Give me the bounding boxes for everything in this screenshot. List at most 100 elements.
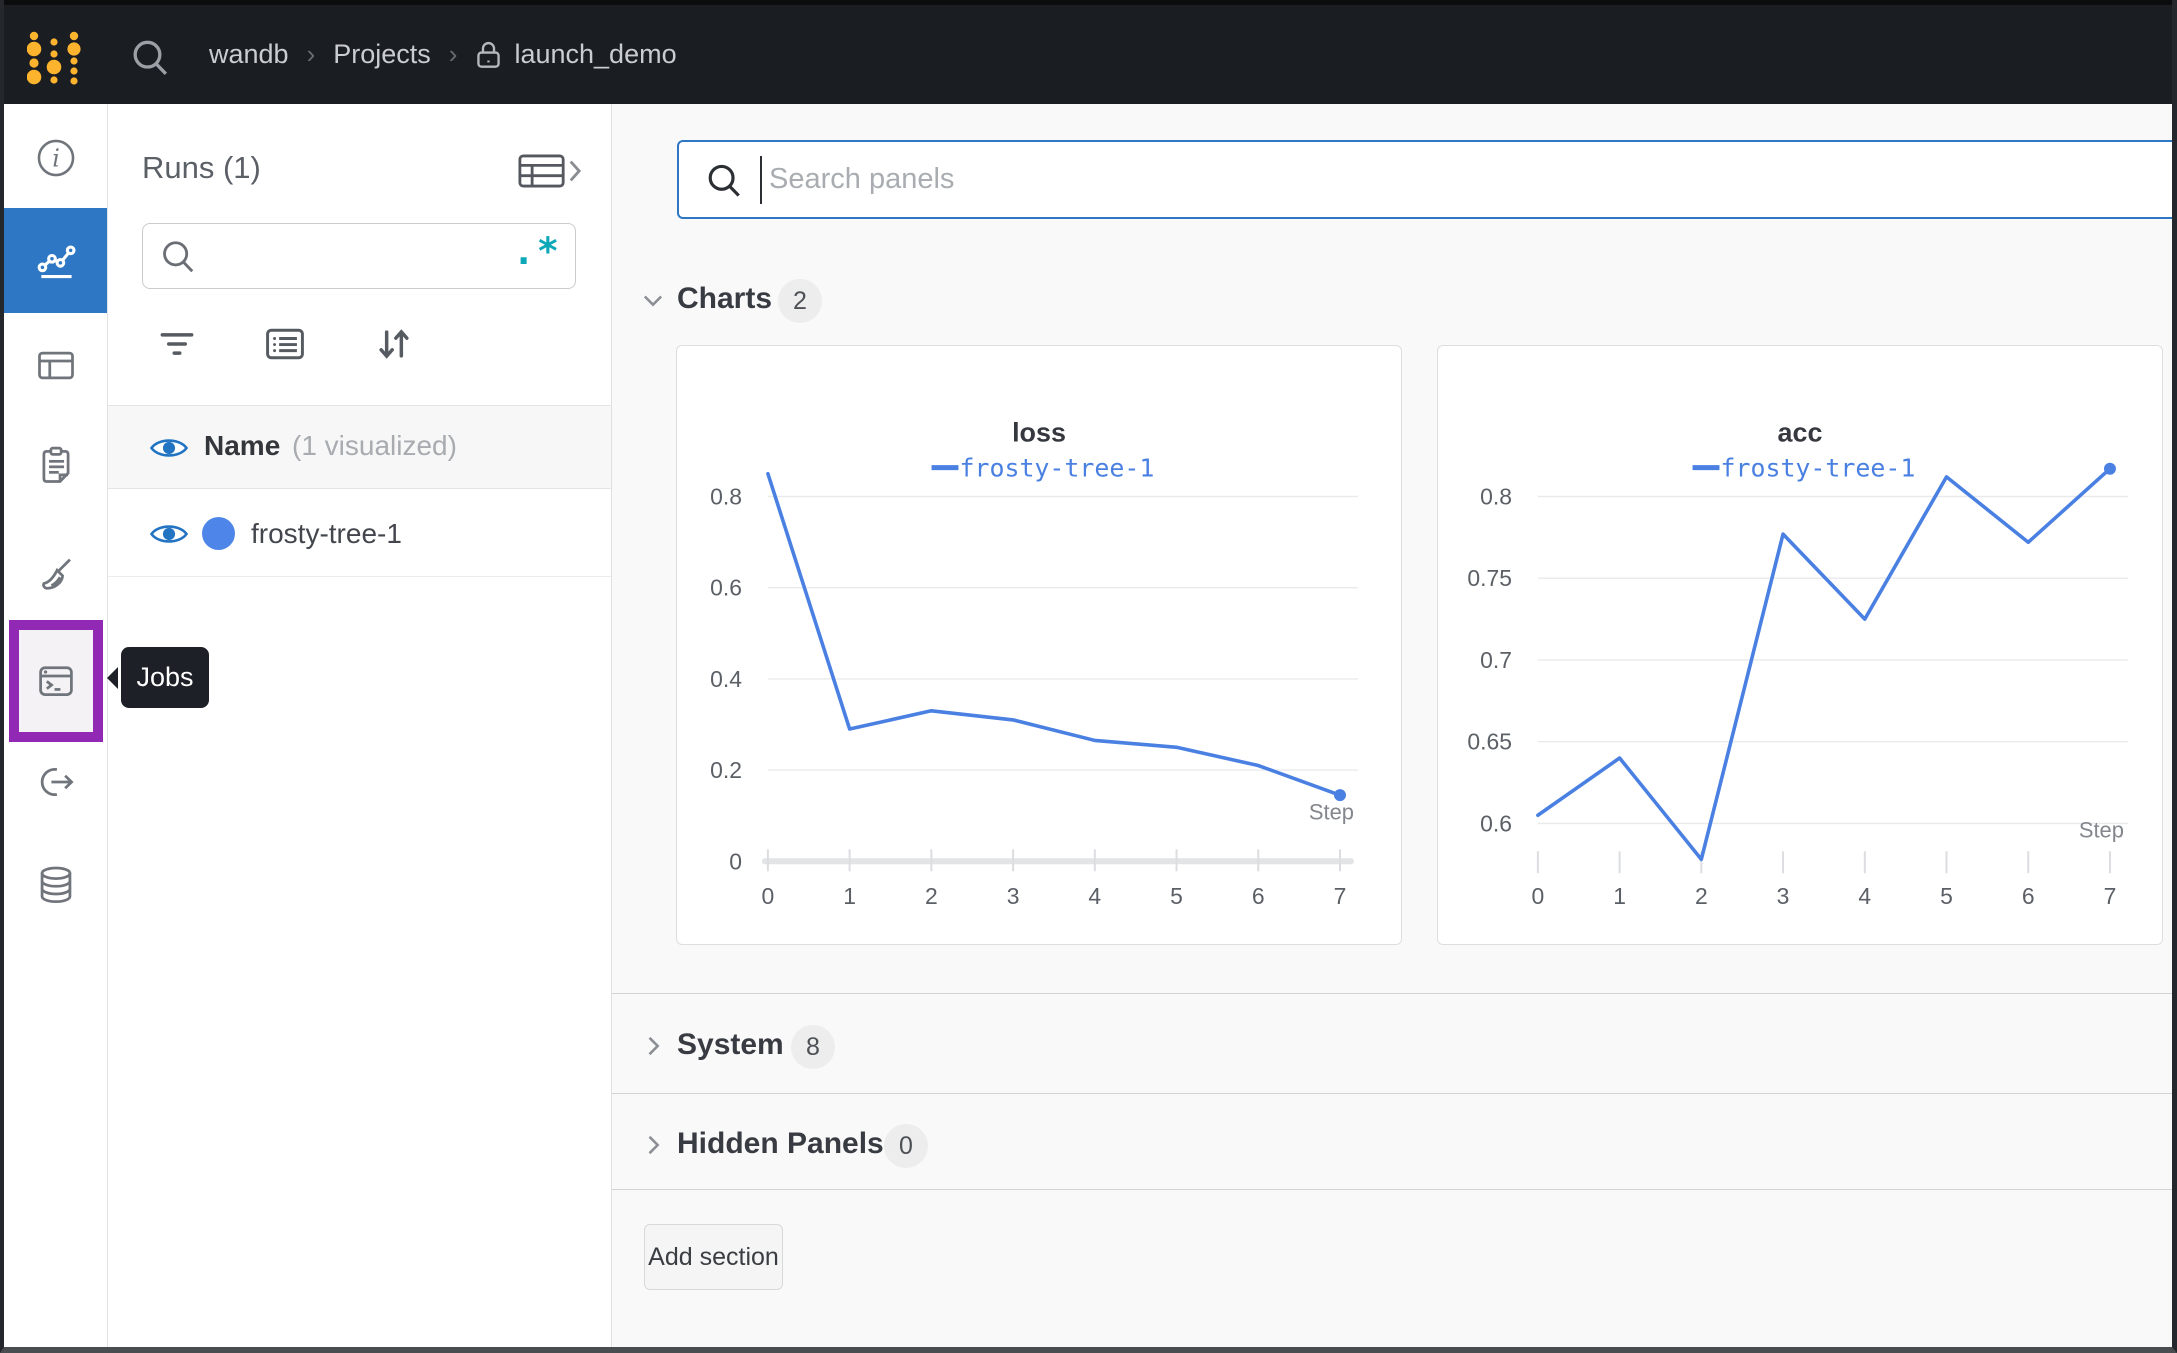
svg-text:2: 2: [1695, 883, 1708, 909]
svg-text:1: 1: [1613, 883, 1626, 909]
sidebar-item-workspace[interactable]: [4, 208, 107, 313]
svg-text:0: 0: [729, 848, 742, 874]
svg-text:i: i: [52, 144, 60, 172]
link-arrow-icon: [40, 768, 74, 796]
eye-icon[interactable]: [149, 434, 189, 462]
section-divider: [612, 1093, 2172, 1094]
panel-search-input[interactable]: [769, 142, 2069, 217]
svg-text:0.8: 0.8: [710, 483, 742, 509]
breadcrumb-projects[interactable]: Projects: [333, 39, 431, 69]
sidebar-item-artifacts[interactable]: [4, 835, 107, 935]
breadcrumb-separator: ›: [306, 39, 316, 69]
svg-text:loss: loss: [1012, 418, 1066, 448]
svg-text:4: 4: [1858, 883, 1871, 909]
chevron-right-icon[interactable]: [639, 1131, 667, 1159]
svg-text:0.65: 0.65: [1467, 729, 1512, 755]
svg-text:0.2: 0.2: [710, 757, 742, 783]
acc-chart: 0.6 0.65 0.7 0.75 0.8 0 1 2 3 4 5 6 7 Step acc frosty-t…: [1467, 418, 2128, 909]
run-row[interactable]: frosty-tree-1: [108, 489, 611, 577]
filter-icon[interactable]: [155, 322, 199, 366]
chevron-down-icon[interactable]: [639, 286, 667, 314]
breadcrumb-home[interactable]: wandb: [209, 39, 289, 69]
svg-text:7: 7: [2104, 883, 2117, 909]
svg-text:7: 7: [1334, 883, 1347, 909]
runs-panel: Runs (1) .*: [108, 104, 612, 1347]
svg-text:frosty-tree-1: frosty-tree-1: [959, 454, 1154, 483]
visualized-count-label: (1 visualized): [292, 430, 457, 461]
svg-text:0.7: 0.7: [1480, 647, 1512, 673]
svg-text:5: 5: [1940, 883, 1953, 909]
expand-table-icon[interactable]: [518, 154, 582, 188]
sidebar-item-runs-table[interactable]: [4, 315, 107, 415]
breadcrumb: wandb › Projects › launch_demo: [209, 5, 677, 104]
section-header-charts[interactable]: Charts 2: [612, 272, 2172, 332]
sort-icon[interactable]: [372, 322, 416, 366]
runs-panel-title: Runs (1): [142, 150, 261, 185]
chart-panel-acc[interactable]: 0.6 0.65 0.7 0.75 0.8 0 1 2 3 4 5 6 7 Step acc frosty-t…: [1437, 345, 2163, 945]
svg-text:3: 3: [1777, 883, 1790, 909]
svg-text:6: 6: [1252, 883, 1265, 909]
svg-text:0.8: 0.8: [1480, 483, 1512, 509]
text-cursor: [760, 156, 762, 204]
line-chart-icon: [37, 245, 76, 278]
sidebar-item-overview[interactable]: i: [4, 108, 107, 208]
search-icon: [708, 164, 740, 197]
runs-column-header[interactable]: Name (1 visualized): [108, 405, 611, 489]
clipboard-icon: [42, 446, 69, 483]
svg-text:0: 0: [1532, 883, 1545, 909]
section-label: Charts: [677, 282, 773, 315]
breadcrumb-project-name[interactable]: launch_demo: [514, 39, 677, 69]
section-count-badge: 0: [884, 1124, 928, 1168]
icon-sidebar: i: [4, 104, 108, 1347]
info-circle-icon: i: [37, 139, 74, 177]
wandb-dots-logo: [26, 31, 81, 85]
svg-text:0.4: 0.4: [710, 666, 742, 692]
section-header-system[interactable]: System 8: [612, 1018, 2172, 1078]
svg-text:0.6: 0.6: [1480, 810, 1512, 836]
svg-text:2: 2: [925, 883, 938, 909]
run-color-dot: [202, 517, 235, 550]
table-icon: [37, 351, 74, 380]
section-label: System: [677, 1028, 784, 1061]
svg-text:0.75: 0.75: [1467, 565, 1512, 591]
svg-text:acc: acc: [1778, 418, 1823, 448]
svg-text:frosty-tree-1: frosty-tree-1: [1720, 454, 1915, 483]
svg-text:6: 6: [2022, 883, 2035, 909]
sidebar-item-automations[interactable]: [4, 732, 107, 832]
grouping-icon[interactable]: [263, 322, 307, 366]
workspace-main: Charts 2 0 0.2 0.4 0.6 0.8 0 1 2 3 4 5 6 7 Step loss fr…: [612, 104, 2172, 1347]
section-divider: [612, 993, 2172, 994]
svg-text:0.6: 0.6: [710, 575, 742, 601]
sidebar-item-logs[interactable]: [4, 415, 107, 515]
sidebar-item-jobs[interactable]: [9, 620, 103, 742]
svg-text:Step: Step: [2079, 817, 2124, 842]
terminal-window-icon: [39, 666, 73, 696]
lock-icon: [477, 41, 501, 68]
runs-search-input[interactable]: .*: [142, 223, 576, 289]
svg-text:5: 5: [1170, 883, 1183, 909]
section-header-hidden-panels[interactable]: Hidden Panels 0: [612, 1117, 2172, 1177]
runs-toolbar: [108, 322, 611, 368]
svg-text:1: 1: [843, 883, 856, 909]
svg-text:0: 0: [762, 883, 775, 909]
jobs-tooltip: Jobs: [121, 647, 209, 708]
section-divider: [612, 1189, 2172, 1190]
search-icon: [163, 241, 194, 273]
svg-text:Step: Step: [1309, 799, 1354, 824]
loss-chart: 0 0.2 0.4 0.6 0.8 0 1 2 3 4 5 6 7 Step loss frosty-tree…: [710, 418, 1358, 909]
add-section-button[interactable]: Add section: [644, 1224, 783, 1290]
panel-search-box: [677, 140, 2172, 219]
search-icon[interactable]: [130, 38, 170, 78]
database-icon: [40, 866, 71, 904]
wandb-logo[interactable]: [26, 29, 85, 87]
section-count-badge: 8: [791, 1025, 835, 1069]
eye-icon[interactable]: [149, 520, 189, 548]
section-label: Hidden Panels: [677, 1127, 884, 1160]
chevron-right-icon[interactable]: [639, 1032, 667, 1060]
run-name-label: frosty-tree-1: [251, 518, 402, 549]
sidebar-item-sweeps[interactable]: [4, 525, 107, 625]
chart-panel-loss[interactable]: 0 0.2 0.4 0.6 0.8 0 1 2 3 4 5 6 7 Step loss frosty-tree…: [676, 345, 1402, 945]
svg-text:4: 4: [1088, 883, 1101, 909]
regex-toggle-icon[interactable]: .*: [512, 230, 561, 273]
